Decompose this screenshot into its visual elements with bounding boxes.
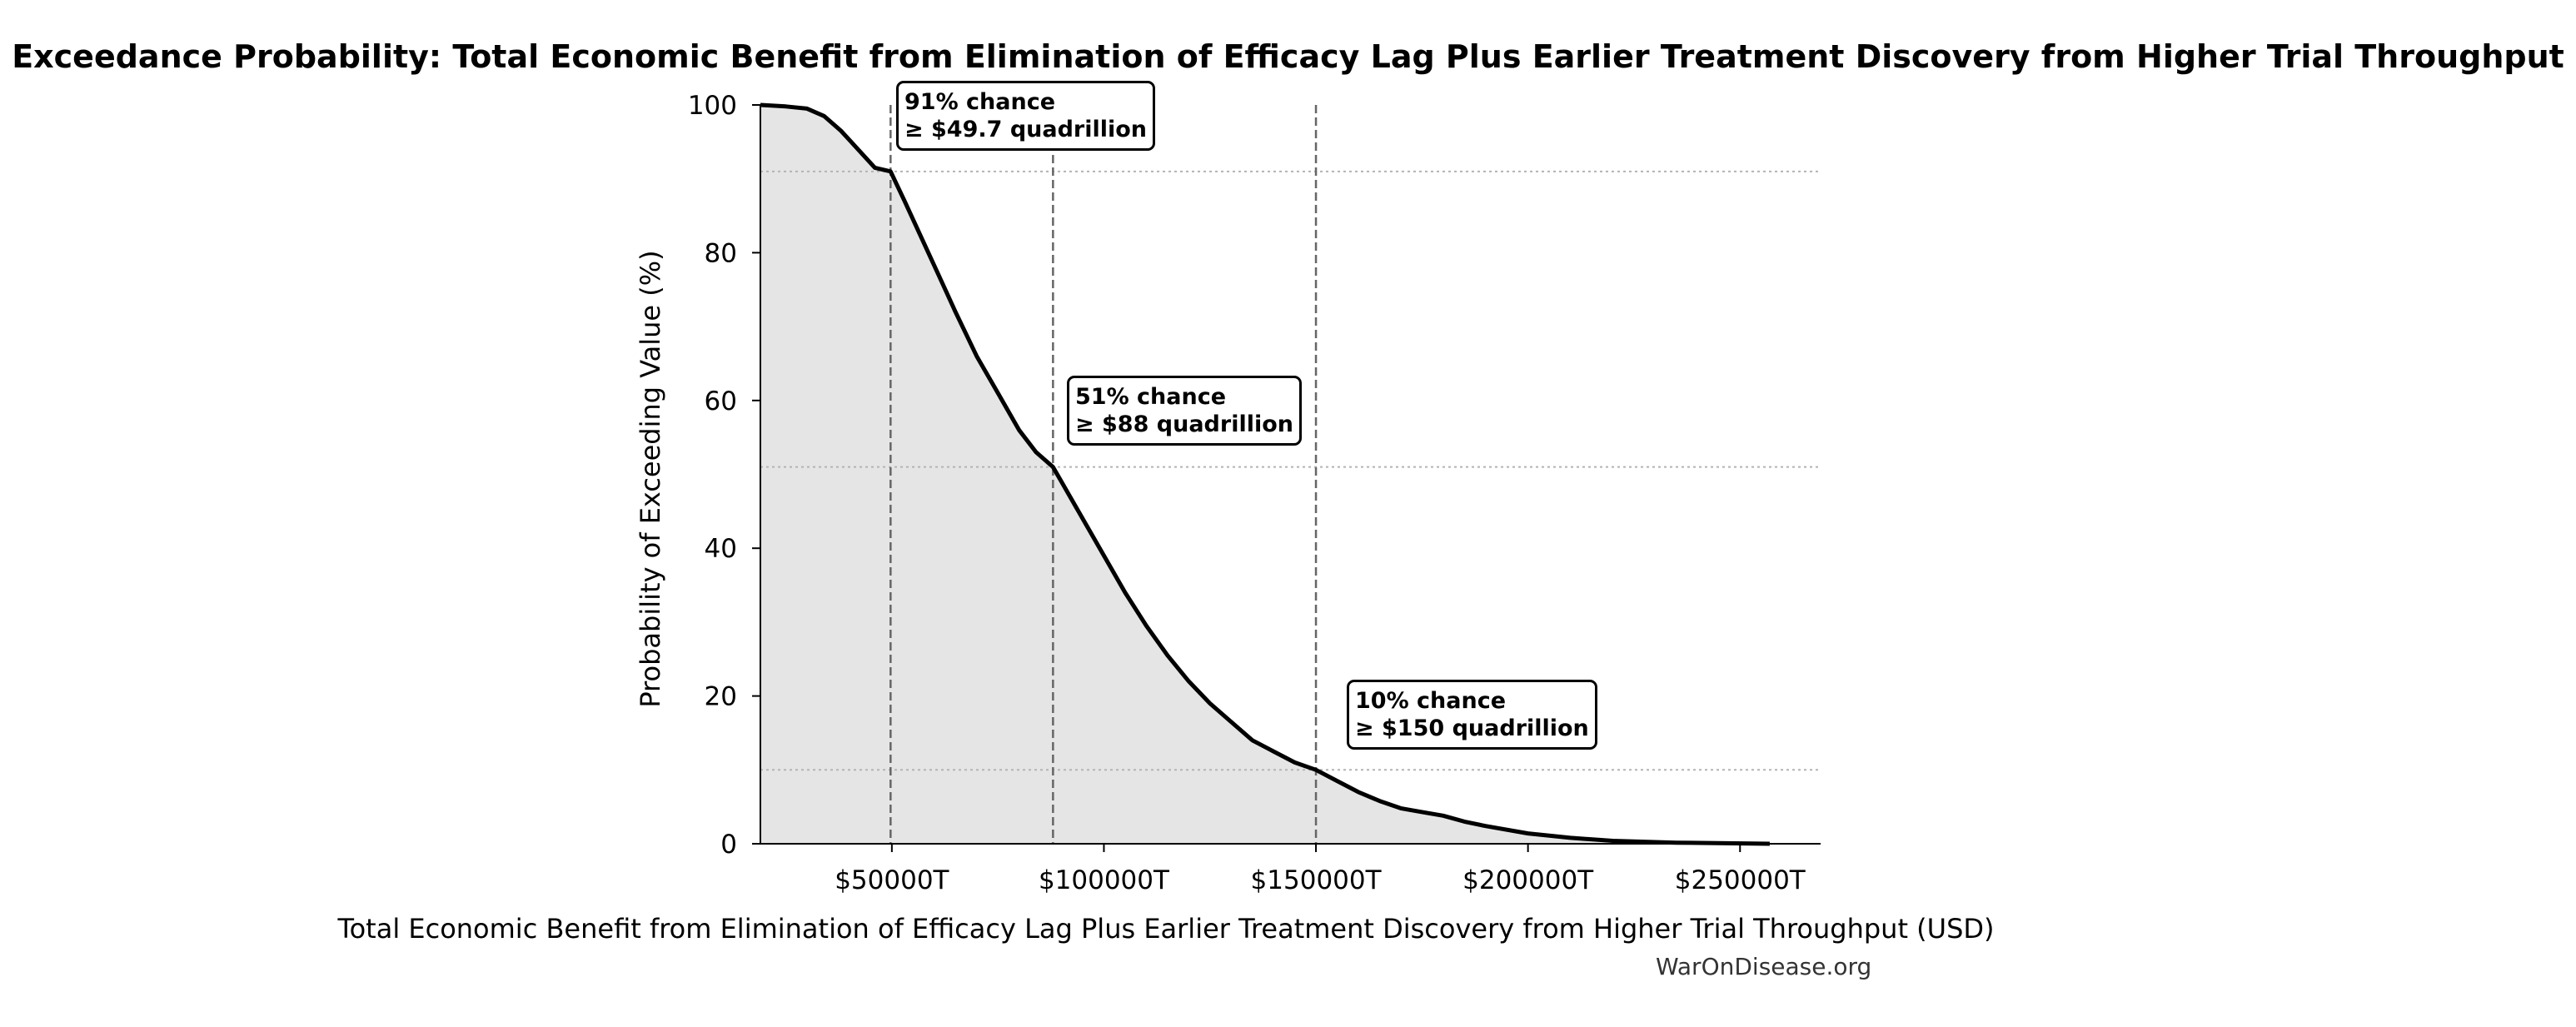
x-tick-label: $100000T — [1039, 865, 1170, 895]
x-tick-label: $250000T — [1675, 865, 1806, 895]
y-tick-label: 100 — [688, 91, 737, 121]
y-tick-label: 80 — [705, 238, 737, 268]
annotation-10-line2: ≥ $150 quadrillion — [1355, 715, 1589, 741]
y-tick-label: 0 — [720, 830, 737, 860]
y-tick-label: 20 — [705, 682, 737, 712]
chart-title: Exceedance Probability: Total Economic B… — [12, 38, 2564, 75]
annotation-10-percent: 10% chance ≥ $150 quadrillion — [1347, 680, 1597, 750]
x-tick-label: $150000T — [1251, 865, 1383, 895]
annotation-51-percent: 51% chance ≥ $88 quadrillion — [1067, 376, 1302, 446]
x-tick-label: $200000T — [1462, 865, 1594, 895]
annotation-10-line1: 10% chance — [1355, 688, 1507, 714]
annotation-51-line1: 51% chance — [1075, 384, 1227, 410]
x-axis-label: Total Economic Benefit from Elimination … — [337, 913, 1995, 945]
annotation-91-line2: ≥ $49.7 quadrillion — [904, 117, 1148, 142]
exceedance-curve — [760, 102, 1770, 846]
y-axis-label: Probability of Exceeding Value (%) — [635, 250, 666, 708]
exceedance-area-fill — [760, 105, 1770, 844]
y-tick-label: 60 — [705, 386, 737, 416]
y-tick-label: 40 — [705, 534, 737, 564]
source-watermark: WarOnDisease.org — [1656, 953, 1872, 980]
annotation-91-percent: 91% chance ≥ $49.7 quadrillion — [896, 81, 1156, 151]
annotation-51-line2: ≥ $88 quadrillion — [1075, 411, 1293, 437]
x-tick-label: $50000T — [835, 865, 949, 895]
annotation-91-line1: 91% chance — [904, 89, 1056, 115]
